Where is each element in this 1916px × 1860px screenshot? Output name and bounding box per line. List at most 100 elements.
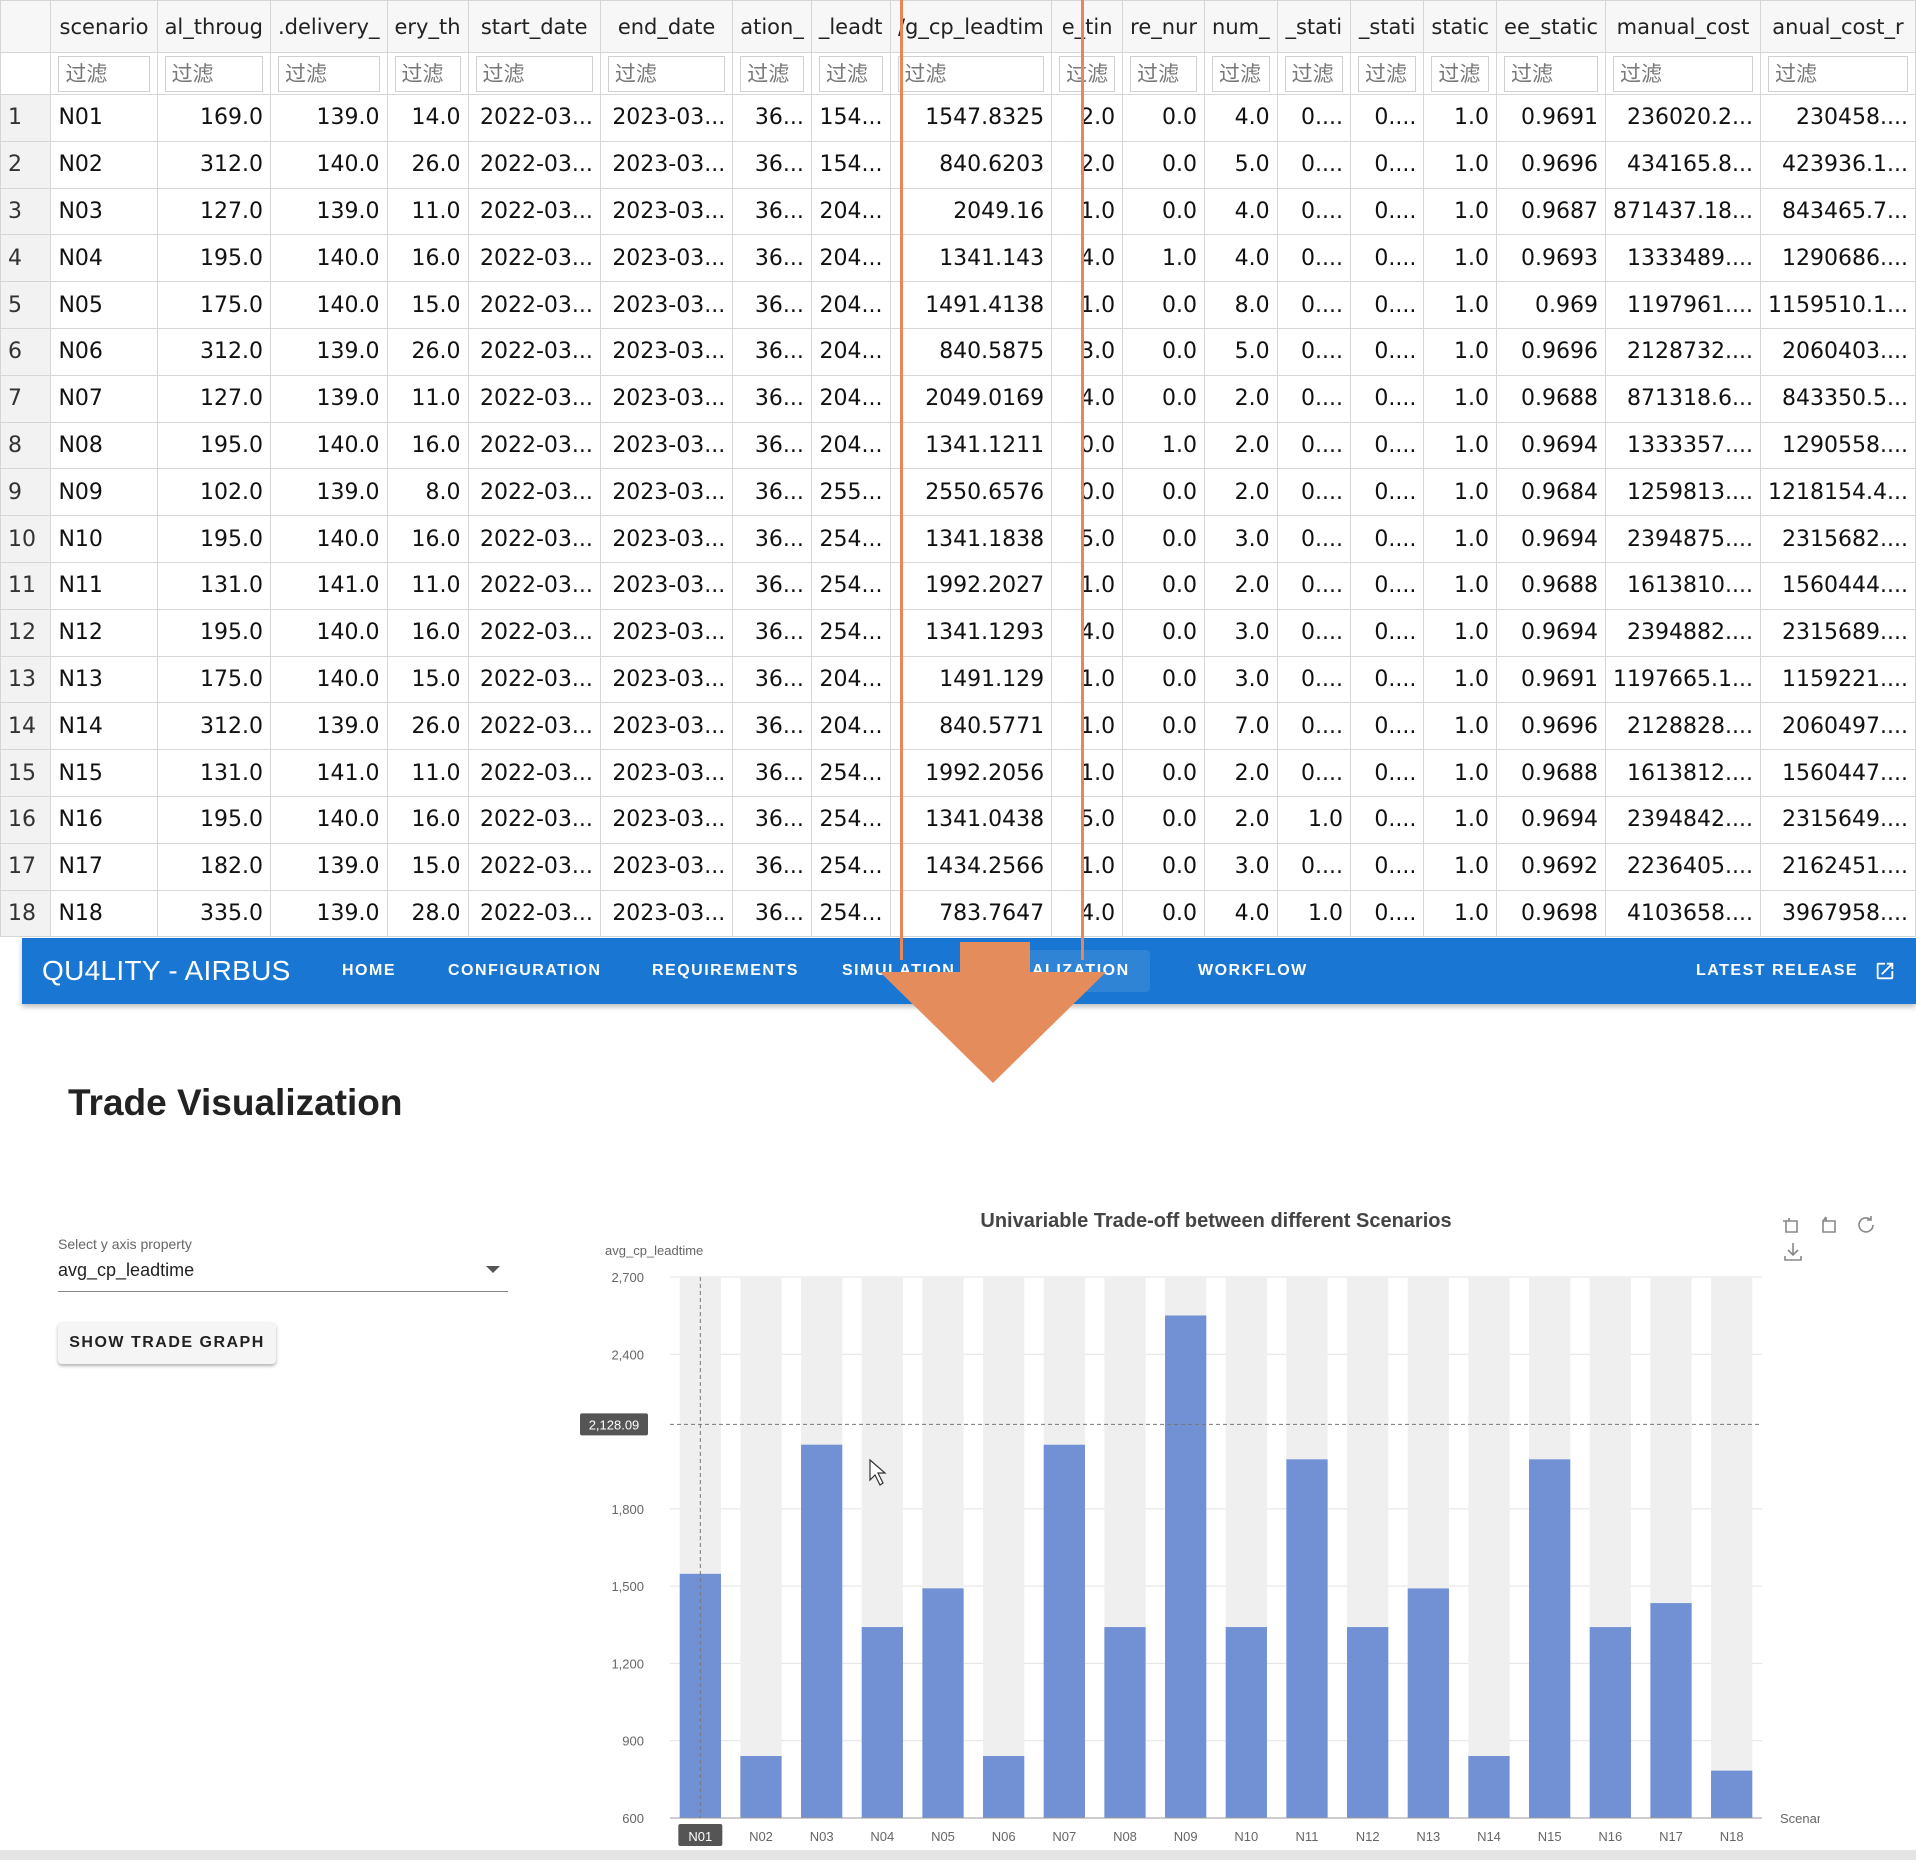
table-cell[interactable]: 36... — [732, 655, 812, 704]
table-cell[interactable]: 1.0 — [1423, 608, 1498, 657]
column-filter[interactable]: 过滤 — [1423, 52, 1498, 95]
table-row[interactable]: 6 N06 312.0 139.0 26.0 2022-03... 2023-03... 36… — [0, 327, 1916, 376]
table-cell[interactable]: 36... — [732, 608, 812, 657]
filter-input[interactable]: 过滤 — [1504, 55, 1599, 92]
table-cell[interactable]: 2023-03... — [599, 421, 734, 470]
table-cell[interactable]: 2162451.... — [1759, 842, 1916, 891]
table-cell[interactable]: 840.6203 — [889, 140, 1053, 189]
column-header[interactable]: _stati — [1349, 0, 1425, 53]
table-cell[interactable]: 2022-03... — [467, 187, 601, 236]
table-cell[interactable]: 0.0 — [1122, 889, 1206, 938]
table-cell[interactable]: 3.0 — [1204, 842, 1278, 891]
column-filter[interactable]: 过滤 — [1349, 52, 1425, 95]
table-cell[interactable]: 2023-03... — [599, 140, 734, 189]
table-cell[interactable]: 0.9693 — [1496, 234, 1607, 283]
table-cell[interactable]: 0.... — [1349, 94, 1425, 142]
table-cell[interactable]: 36... — [732, 749, 812, 797]
table-cell[interactable]: N09 — [50, 468, 158, 517]
zoom-icon[interactable] — [1782, 1214, 1804, 1241]
table-cell[interactable]: 141.0 — [269, 749, 388, 797]
table-row[interactable]: 11 N11 131.0 141.0 11.0 2022-03... 2023-03... 3… — [0, 561, 1916, 610]
table-cell[interactable]: 1.0 — [1051, 281, 1124, 329]
table-cell[interactable]: 4.0 — [1204, 234, 1278, 283]
table-cell[interactable]: 1.0 — [1423, 842, 1498, 891]
table-row[interactable]: 13 N13 175.0 140.0 15.0 2022-03... 2023-03... 3… — [0, 655, 1916, 704]
table-cell[interactable]: 2023-03... — [599, 515, 734, 563]
filter-input[interactable]: 过滤 — [1613, 55, 1753, 92]
table-cell[interactable]: 2394842.... — [1605, 795, 1761, 844]
y-axis-select[interactable]: avg_cp_leadtime — [58, 1258, 508, 1292]
table-cell[interactable]: 141.0 — [269, 561, 388, 610]
table-cell[interactable]: 0.9696 — [1496, 140, 1607, 189]
table-cell[interactable]: 175.0 — [156, 281, 271, 329]
restore-icon[interactable] — [1855, 1214, 1877, 1241]
table-cell[interactable]: 140.0 — [269, 140, 388, 189]
table-cell[interactable]: 0.... — [1276, 94, 1351, 142]
table-cell[interactable]: 1.0 — [1051, 749, 1124, 797]
table-cell[interactable]: 1.0 — [1423, 187, 1498, 236]
table-cell[interactable]: 140.0 — [269, 281, 388, 329]
table-cell[interactable]: 1.0 — [1051, 187, 1124, 236]
table-cell[interactable]: 0.... — [1349, 140, 1425, 189]
table-cell[interactable]: 1341.1838 — [889, 515, 1053, 563]
table-cell[interactable]: 2023-03... — [599, 94, 734, 142]
table-cell[interactable]: 2128732.... — [1605, 327, 1761, 376]
table-cell[interactable]: 140.0 — [269, 234, 388, 283]
table-cell[interactable]: 7.0 — [1204, 702, 1278, 751]
table-cell[interactable]: 139.0 — [269, 468, 388, 517]
table-cell[interactable]: 1.0 — [1122, 421, 1206, 470]
filter-input[interactable]: 过滤 — [607, 55, 726, 92]
table-cell[interactable]: 4.0 — [1051, 374, 1124, 423]
column-header[interactable]: start_date — [467, 0, 601, 53]
table-cell[interactable]: 2.0 — [1051, 140, 1124, 189]
table-cell[interactable]: 0.9684 — [1496, 468, 1607, 517]
table-cell[interactable]: 1341.1293 — [889, 608, 1053, 657]
table-cell[interactable]: 1.0 — [1423, 327, 1498, 376]
show-trade-graph-button[interactable]: SHOW TRADE GRAPH — [58, 1322, 276, 1364]
table-cell[interactable]: 2023-03... — [599, 702, 734, 751]
table-cell[interactable]: 1.0 — [1423, 795, 1498, 844]
table-cell[interactable]: 0.0 — [1122, 608, 1206, 657]
table-cell[interactable]: 1.0 — [1276, 795, 1351, 844]
table-cell[interactable]: 1.0 — [1423, 515, 1498, 563]
table-cell[interactable]: 2.0 — [1204, 749, 1278, 797]
table-cell[interactable]: 312.0 — [156, 327, 271, 376]
table-cell[interactable]: 0.9694 — [1496, 795, 1607, 844]
table-cell[interactable]: 1.0 — [1423, 561, 1498, 610]
column-filter[interactable]: 过滤 — [156, 52, 271, 95]
column-filter[interactable]: 过滤 — [732, 52, 812, 95]
table-cell[interactable]: 254... — [810, 889, 891, 938]
table-cell[interactable]: 1.0 — [1423, 749, 1498, 797]
table-cell[interactable]: N16 — [50, 795, 158, 844]
table-cell[interactable]: 139.0 — [269, 187, 388, 236]
table-cell[interactable]: 140.0 — [269, 795, 388, 844]
table-cell[interactable]: 254... — [810, 515, 891, 563]
table-cell[interactable]: 0.... — [1349, 421, 1425, 470]
table-cell[interactable]: 140.0 — [269, 608, 388, 657]
table-cell[interactable]: N15 — [50, 749, 158, 797]
table-cell[interactable]: 2394882.... — [1605, 608, 1761, 657]
table-cell[interactable]: 204... — [810, 327, 891, 376]
table-cell[interactable]: 2.0 — [1051, 94, 1124, 142]
table-cell[interactable]: 0.... — [1276, 561, 1351, 610]
table-cell[interactable]: 2.0 — [1204, 421, 1278, 470]
table-cell[interactable]: 0.... — [1276, 515, 1351, 563]
table-cell[interactable]: 0.... — [1349, 187, 1425, 236]
table-cell[interactable]: 2023-03... — [599, 889, 734, 938]
table-cell[interactable]: 5.0 — [1204, 140, 1278, 189]
table-cell[interactable]: 2022-03... — [467, 421, 601, 470]
table-cell[interactable]: 154... — [810, 94, 891, 142]
table-row[interactable]: 15 N15 131.0 141.0 11.0 2022-03... 2023-03... 3… — [0, 749, 1916, 797]
table-cell[interactable]: 11.0 — [386, 749, 469, 797]
column-header[interactable]: anual_cost_r — [1759, 0, 1916, 53]
table-cell[interactable]: 0.0 — [1122, 561, 1206, 610]
table-cell[interactable]: 254... — [810, 842, 891, 891]
table-cell[interactable]: 195.0 — [156, 515, 271, 563]
table-cell[interactable]: 2.0 — [1204, 468, 1278, 517]
table-cell[interactable]: 0.... — [1276, 468, 1351, 517]
table-cell[interactable]: 11.0 — [386, 374, 469, 423]
column-filter[interactable]: 过滤 — [1122, 52, 1206, 95]
table-cell[interactable]: 8.0 — [386, 468, 469, 517]
table-cell[interactable]: 236020.2... — [1605, 94, 1761, 142]
table-row[interactable]: 2 N02 312.0 140.0 26.0 2022-03... 2023-03... 36… — [0, 140, 1916, 189]
